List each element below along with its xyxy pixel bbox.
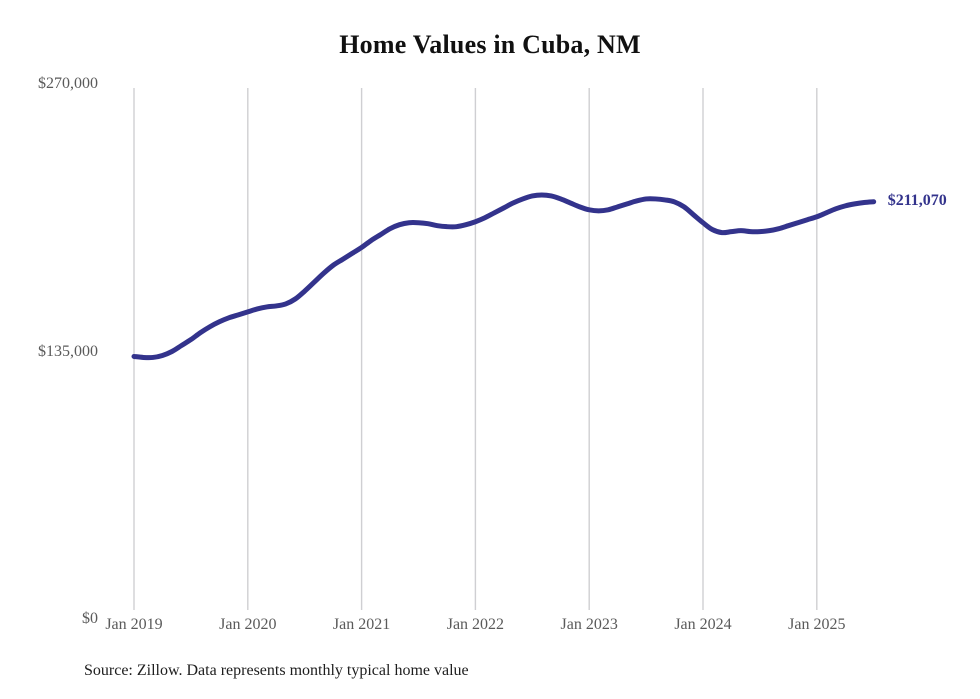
y-axis-tick-2: $270,000 bbox=[38, 75, 98, 92]
x-axis-tick-jan-2021: Jan 2021 bbox=[332, 616, 391, 633]
x-axis-tick-jan-2025: Jan 2025 bbox=[788, 616, 846, 633]
x-axis-tick-jan-2024: Jan 2024 bbox=[674, 616, 732, 633]
x-axis-tick-jan-2020: Jan 2020 bbox=[219, 616, 277, 633]
series-line-typical-home-value bbox=[131, 192, 877, 361]
x-axis-tick-jan-2022: Jan 2022 bbox=[446, 616, 505, 633]
source-note: Source: Zillow. Data represents monthly … bbox=[84, 662, 469, 679]
x-axis-tick-jan-2023: Jan 2023 bbox=[560, 616, 618, 633]
y-axis-tick-1: $135,000 bbox=[38, 342, 98, 360]
series-end-value-label: $211,070 bbox=[887, 191, 947, 209]
y-axis-tick-0: $0 bbox=[82, 610, 98, 627]
chart-title: Home Values in Cuba, NM bbox=[339, 30, 641, 59]
gridlines-group bbox=[133, 88, 818, 610]
x-axis-tick-jan-2019: Jan 2019 bbox=[105, 616, 163, 633]
